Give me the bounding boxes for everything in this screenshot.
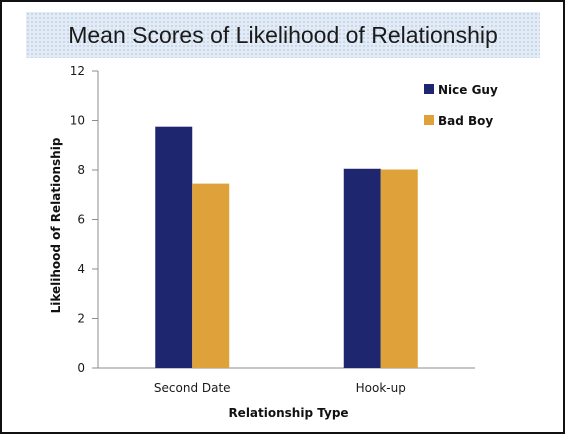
chart-title: Mean Scores of Likelihood of Relationshi…: [68, 21, 498, 48]
y-tick-label: 0: [77, 361, 85, 375]
y-tick-label: 8: [77, 163, 85, 177]
bar-bad-boy: [192, 183, 230, 368]
y-axis-title: Likelihood of Relationship: [49, 137, 63, 313]
bar-nice-guy: [155, 126, 193, 368]
legend-label: Nice Guy: [438, 83, 498, 97]
y-tick-label: 2: [77, 312, 85, 326]
y-tick-label: 4: [77, 262, 85, 276]
y-tick-label: 12: [70, 64, 85, 78]
x-category-label: Hook-up: [356, 381, 406, 395]
y-tick-label: 10: [70, 114, 85, 128]
title-banner: Mean Scores of Likelihood of Relationshi…: [26, 12, 540, 58]
bar-nice-guy: [343, 168, 381, 368]
x-axis-title: Relationship Type: [228, 406, 348, 420]
legend-swatch: [424, 115, 434, 125]
bar-bad-boy: [380, 169, 418, 368]
legend-label: Bad Boy: [438, 114, 493, 128]
legend-swatch: [424, 84, 434, 94]
x-category-label: Second Date: [154, 381, 231, 395]
y-tick-label: 6: [77, 213, 85, 227]
